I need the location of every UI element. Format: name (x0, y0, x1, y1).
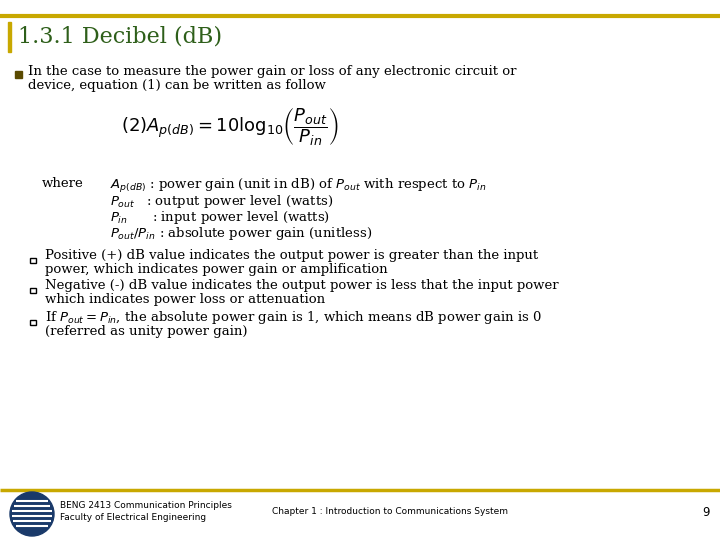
Text: $(2)A_{p(dB)} = 10\log_{10}\!\left(\dfrac{P_{out}}{P_{in}}\right)$: $(2)A_{p(dB)} = 10\log_{10}\!\left(\dfra… (121, 106, 339, 148)
FancyBboxPatch shape (30, 287, 35, 293)
Text: Chapter 1 : Introduction to Communications System: Chapter 1 : Introduction to Communicatio… (272, 508, 508, 516)
Text: device, equation (1) can be written as follow: device, equation (1) can be written as f… (28, 79, 326, 92)
Text: BENG 2413 Communication Principles: BENG 2413 Communication Principles (60, 501, 232, 510)
Text: Faculty of Electrical Engineering: Faculty of Electrical Engineering (60, 514, 206, 523)
Text: $P_{in}$      : input power level (watts): $P_{in}$ : input power level (watts) (110, 209, 330, 226)
Text: 9: 9 (702, 505, 710, 518)
Bar (8, 22, 11, 52)
Bar (15, 71, 22, 78)
Text: (referred as unity power gain): (referred as unity power gain) (45, 325, 248, 338)
Text: which indicates power loss or attenuation: which indicates power loss or attenuatio… (45, 293, 325, 306)
Text: $P_{out}$   : output power level (watts): $P_{out}$ : output power level (watts) (110, 193, 333, 210)
Text: where: where (42, 177, 84, 190)
Text: Positive (+) dB value indicates the output power is greater than the input: Positive (+) dB value indicates the outp… (45, 249, 538, 262)
Text: $P_{out}/P_{in}$ : absolute power gain (unitless): $P_{out}/P_{in}$ : absolute power gain (… (110, 225, 372, 242)
Text: In the case to measure the power gain or loss of any electronic circuit or: In the case to measure the power gain or… (28, 65, 516, 78)
Text: $A_{p(dB)}$ : power gain (unit in dB) of $P_{out}$ with respect to $P_{in}$: $A_{p(dB)}$ : power gain (unit in dB) of… (110, 177, 487, 195)
Text: power, which indicates power gain or amplification: power, which indicates power gain or amp… (45, 262, 387, 275)
Text: If $P_{out} = P_{in}$, the absolute power gain is 1, which means dB power gain i: If $P_{out} = P_{in}$, the absolute powe… (45, 309, 542, 327)
FancyBboxPatch shape (30, 320, 35, 325)
FancyBboxPatch shape (30, 258, 35, 263)
Circle shape (10, 492, 54, 536)
Text: 1.3.1 Decibel (dB): 1.3.1 Decibel (dB) (18, 26, 222, 48)
Text: Negative (-) dB value indicates the output power is less that the input power: Negative (-) dB value indicates the outp… (45, 280, 559, 293)
